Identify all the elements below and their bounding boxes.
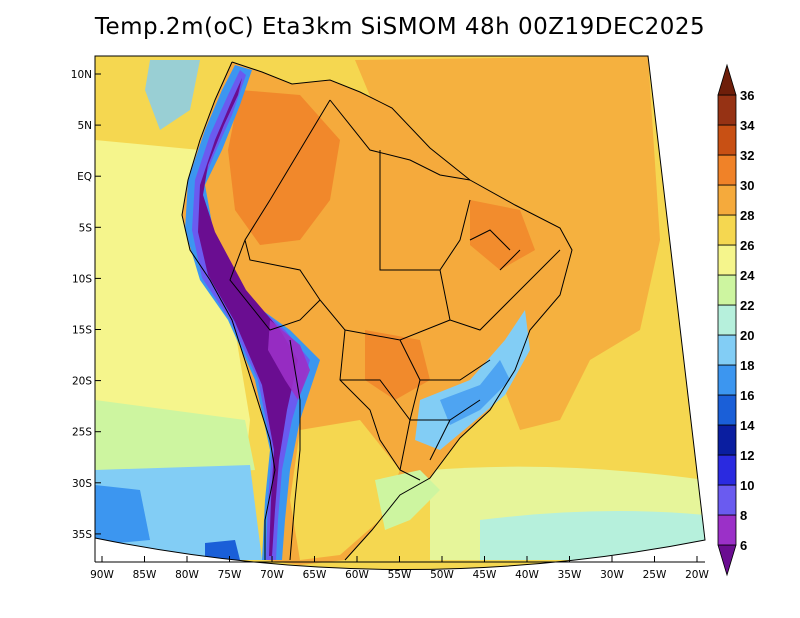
colorbar-box (717, 244, 737, 276)
field-andes-core (198, 78, 298, 556)
colorbar-label: 16 (740, 388, 754, 403)
boundaries (181, 61, 573, 561)
colorbar-box (717, 184, 737, 216)
lat-tick-label: 30S (72, 478, 92, 490)
lon-tick-label: 30W (600, 569, 624, 581)
lat-tick-label: 35S (72, 529, 92, 541)
lon-tick-label: 85W (133, 569, 157, 581)
colorbar-box (717, 94, 737, 126)
field-hot-northeast (470, 200, 535, 270)
lon-tick-label: 90W (90, 569, 114, 581)
colorbar-label: 32 (740, 148, 754, 163)
lon-tick-label: 70W (260, 569, 284, 581)
lon-tick-label: 40W (515, 569, 539, 581)
colorbar-box (717, 364, 737, 396)
lon-tick-label: 35W (558, 569, 582, 581)
lat-tick-label: EQ (77, 171, 92, 183)
colorbar-label: 24 (740, 268, 755, 283)
lon-tick-label: 65W (303, 569, 327, 581)
colorbar-label: 12 (740, 448, 754, 463)
colorbar-box (717, 424, 737, 456)
lat-tick-label: 5N (77, 120, 92, 132)
lat-tick-label: 15S (72, 325, 92, 337)
colorbar-box (717, 304, 737, 336)
longitude-axis: 90W 85W 80W 75W 70W 65W 60W 55W 50W 45W 40W 35W 30W 2… (90, 556, 709, 581)
border-brazil-north (329, 99, 471, 181)
colorbar-box (717, 394, 737, 426)
field-pacific-mid-blue (95, 485, 150, 545)
colorbar-box (717, 334, 737, 366)
field-andes-highlight (268, 320, 310, 400)
border-brazil-states-4 (409, 379, 481, 461)
border-brazil-states-2 (439, 249, 561, 331)
lon-tick-label: 50W (430, 569, 454, 581)
colorbar-box (717, 514, 737, 546)
lon-tick-label: 60W (345, 569, 369, 581)
temperature-field (95, 56, 705, 570)
colorbar-box (717, 274, 737, 306)
lat-tick-label: 5S (79, 222, 93, 234)
lon-tick-label: 55W (388, 569, 412, 581)
colorbar-box (717, 454, 737, 486)
lon-tick-label: 75W (218, 569, 242, 581)
lon-tick-label: 45W (473, 569, 497, 581)
field-southeast-blue (440, 360, 510, 425)
colorbar-low-triangle (717, 544, 737, 577)
colorbar-label: 8 (740, 508, 747, 523)
colorbar-label: 18 (740, 358, 754, 373)
border-brazil-states-5 (469, 229, 521, 271)
lon-tick-label: 25W (643, 569, 667, 581)
colorbar: 6 8 10 12 14 16 18 20 22 24 26 28 30 32 34 36 (717, 63, 755, 577)
colorbar-label: 14 (740, 418, 755, 433)
colorbar-box (717, 484, 737, 516)
lat-tick-label: 25S (72, 427, 92, 439)
field-hot-north (228, 90, 340, 245)
colorbar-label: 10 (740, 478, 754, 493)
colorbar-high-triangle (717, 63, 737, 96)
lon-tick-label: 80W (175, 569, 199, 581)
lat-tick-label: 10N (71, 69, 92, 81)
lat-tick-label: 20S (72, 376, 92, 388)
lon-tick-label: 20W (685, 569, 709, 581)
field-south-tip-blue (205, 540, 240, 560)
border-peru-bolivia (229, 239, 321, 331)
latitude-axis: 10N 5N EQ 5S 10S 15S 20S 25S 30S 35S (71, 69, 101, 541)
field-cool-south (290, 420, 400, 560)
field-pacific-green (95, 400, 255, 480)
map-title: Temp.2m(oC) Eta3km SiSMOM 48h 00Z19DEC20… (94, 14, 706, 40)
colorbar-label: 28 (740, 208, 754, 223)
colorbar-label: 36 (740, 88, 754, 103)
field-cooler-south-atlantic (480, 511, 705, 560)
map-frame (94, 55, 706, 570)
colorbar-label: 22 (740, 298, 754, 313)
field-pacific-northwest-blue (145, 60, 200, 130)
lat-tick-label: 10S (72, 273, 92, 285)
colorbar-label: 30 (740, 178, 754, 193)
colorbar-label: 20 (740, 328, 754, 343)
border-brazil-states-3 (344, 319, 491, 381)
coastline (181, 61, 573, 561)
field-hot-center (365, 330, 430, 400)
border-brazil-west (244, 99, 401, 471)
colorbar-label: 26 (740, 238, 754, 253)
colorbar-label: 6 (740, 538, 747, 553)
colorbar-label: 34 (740, 118, 755, 133)
colorbar-box (717, 214, 737, 246)
colorbar-box (717, 124, 737, 156)
colorbar-box (717, 154, 737, 186)
field-southeast-highlands (415, 310, 530, 450)
field-green-south (375, 470, 440, 530)
border-chile-argentina (289, 339, 301, 561)
